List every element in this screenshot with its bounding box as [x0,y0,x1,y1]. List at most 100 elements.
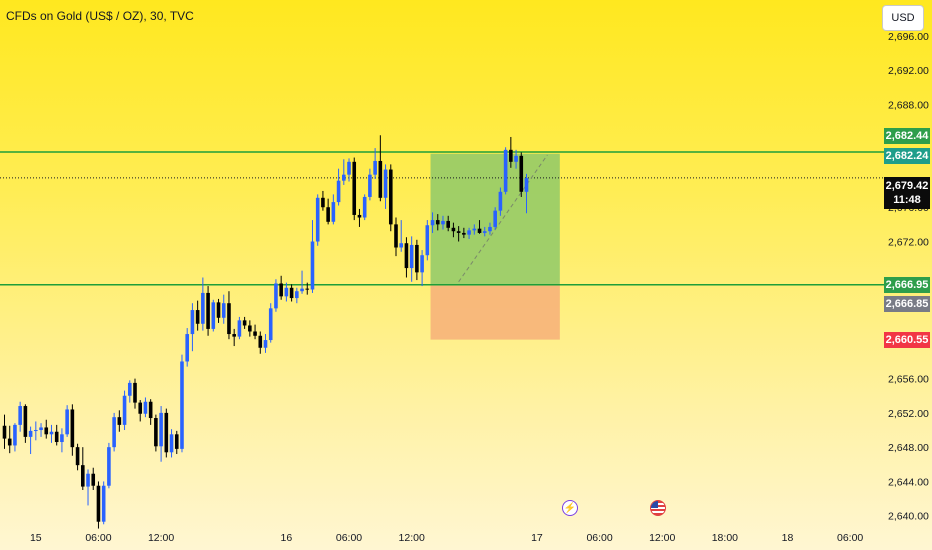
candle-body [23,406,28,437]
candle-body [279,283,283,297]
candle-body [498,191,503,211]
chart-title: CFDs on Gold (US$ / OZ), 30, TVC [6,9,194,23]
candle-body [388,169,393,225]
candle-body [315,197,320,242]
candle-body [227,303,231,335]
candle-body [44,427,49,435]
candle-body [310,241,315,290]
candle-body [39,427,43,431]
candle-body [514,155,518,162]
candle-body [331,202,336,222]
candle-body [368,174,372,197]
candle-body [206,292,210,329]
candle-body [2,425,7,439]
candle-body [75,447,80,466]
lightning-icon[interactable]: ⚡ [562,500,578,516]
x-tick-label: 12:00 [649,532,675,544]
candle-body [472,228,477,231]
candle-body [7,438,12,446]
currency-button[interactable]: USD [882,5,924,31]
candle-body [488,226,492,232]
candle-body [347,161,351,175]
candle-body [169,434,174,453]
current-price-value: 2,679.42 [885,180,929,192]
candle-body [456,231,461,233]
candle-body [373,160,377,175]
candle-body [467,230,471,235]
candle-body [524,178,529,192]
candle-body [362,196,367,218]
candle-body [91,473,96,486]
candle-body [462,232,466,235]
candle-body [216,302,221,318]
candle-body [357,214,362,218]
us-flag-icon[interactable] [650,500,666,516]
stop-zone [430,285,560,340]
candle-body [101,485,106,522]
candle-body [86,473,90,487]
candle-body [326,207,330,222]
candle-body [493,210,497,227]
x-tick-label: 16 [281,532,293,544]
x-tick-label: 12:00 [399,532,425,544]
price-tag-upper-level: 2,682.44 [884,128,930,145]
x-tick-label: 06:00 [586,532,612,544]
y-tick-label: 2,644.00 [888,476,929,488]
candle-body [258,335,263,348]
candle-body [441,220,445,225]
x-tick-label: 12:00 [148,532,174,544]
candle-body [221,303,226,318]
price-tag-target: 2,682.24 [884,147,930,164]
candle-body [274,283,278,309]
candle-body [509,149,513,162]
y-tick-label: 2,696.00 [888,31,929,43]
candle-body [60,434,64,443]
candle-body [13,424,17,446]
x-tick-label: 18 [782,532,794,544]
x-tick-label: 18:00 [712,532,738,544]
candle-body [446,220,450,228]
candle-body [519,155,524,192]
candle-body [232,334,236,337]
y-tick-label: 2,640.00 [888,511,929,523]
candle-body [54,431,59,443]
candle-body [65,409,69,435]
candle-body [34,430,38,432]
candle-body [378,160,383,198]
candle-body [482,231,487,233]
candle-body [336,180,341,203]
candle-body [96,485,101,522]
x-tick-label: 17 [531,532,543,544]
candle-body [383,169,388,198]
candle-body [143,401,148,414]
x-tick-label: 15 [30,532,42,544]
candle-body [133,382,137,403]
candle-body [253,331,257,336]
candle-body [305,288,310,290]
candle-body [284,287,289,297]
candle-body [268,308,273,341]
price-tag-lower-level: 2,666.95 [884,276,930,293]
candle-body [415,244,419,273]
candle-body [180,361,184,449]
x-tick-label: 06:00 [336,532,362,544]
candle-body [237,320,242,337]
candle-body [409,244,414,269]
candle-body [28,430,33,437]
candle-body [201,292,205,324]
candle-body [404,243,409,269]
candle-body [300,288,304,292]
candle-body [394,224,398,248]
candle-body [435,220,440,225]
x-tick-label: 06:00 [837,532,863,544]
candle-body [451,227,456,232]
candle-body [420,255,424,273]
y-tick-label: 2,672.00 [888,237,929,249]
candle-body [190,310,195,335]
price-tag-entry: 2,666.85 [884,295,930,312]
candle-body [164,412,169,453]
candle-body [248,325,252,332]
candle-body [107,447,111,486]
